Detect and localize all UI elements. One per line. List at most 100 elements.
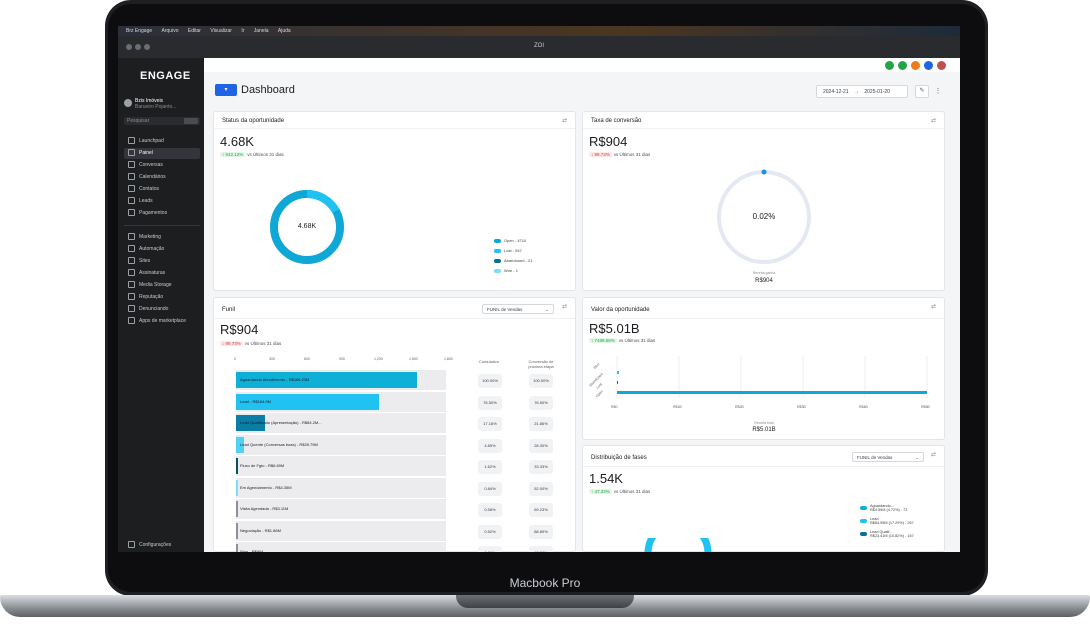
date-separator: → bbox=[853, 89, 859, 95]
cumulative-cell: 0.58% bbox=[478, 503, 502, 517]
next-stage-cell: 76.50% bbox=[529, 395, 553, 410]
legend-swatch bbox=[494, 258, 501, 263]
sidebar-item-sites[interactable]: Sites bbox=[124, 256, 200, 267]
funnel-row[interactable]: Won - R$904 bbox=[236, 542, 446, 552]
metric-compare: ↓ 99.73% vs Últimos 31 dias bbox=[589, 152, 650, 157]
sidebar-item-conversas[interactable]: Conversas bbox=[124, 160, 200, 171]
distribution-select[interactable]: FUNIL de Vendas ⌄ bbox=[852, 452, 924, 462]
sidebar-item-leads[interactable]: Leads bbox=[124, 196, 200, 207]
funnel-bar bbox=[236, 501, 238, 517]
cumulative-cell: 1.62% bbox=[478, 460, 502, 474]
date-range-picker[interactable]: 2024-12-21 → 2025-01-20 bbox=[816, 85, 908, 98]
sidebar-item-label: Apps de marketplace bbox=[139, 318, 186, 324]
funnel-row[interactable]: Visita Agendada - R$3.11M bbox=[236, 499, 446, 519]
date-to: 2025-01-20 bbox=[864, 89, 890, 95]
sidebar-search[interactable]: Pesquisar bbox=[124, 117, 200, 125]
menubar-item[interactable]: Editar bbox=[187, 28, 201, 34]
legend-swatch bbox=[494, 238, 501, 243]
swap-icon[interactable]: ⇄ bbox=[930, 452, 936, 458]
sidebar-item-label: Sites bbox=[139, 258, 151, 264]
menubar-item[interactable]: Visualizar bbox=[210, 28, 232, 34]
legend-label: Open - 4710 bbox=[504, 238, 527, 243]
swap-icon[interactable]: ⇄ bbox=[561, 304, 567, 310]
menubar-app[interactable]: Brz Engage bbox=[126, 28, 153, 34]
value-tick-label: R$2B bbox=[735, 405, 744, 409]
funnel-tick-label: 1,500 bbox=[409, 357, 418, 361]
funnel-row[interactable]: Aguardando Atendimento - R$166.23M bbox=[236, 370, 446, 390]
sidebar-item-painel[interactable]: Painel bbox=[124, 148, 200, 159]
sidebar-item-label: Marketing bbox=[139, 234, 161, 240]
legend-item: Open - 4710 bbox=[494, 238, 532, 243]
metric-compare: ↓ 99.73% vs Últimos 31 dias bbox=[220, 341, 281, 346]
sidebar-item-marketing[interactable]: Marketing bbox=[124, 232, 200, 243]
card-title: Status da oportunidade bbox=[222, 118, 285, 124]
funnel-bar bbox=[236, 458, 239, 474]
funnel-bar bbox=[236, 436, 245, 453]
laptop-notch bbox=[456, 595, 634, 608]
sidebar-item-calendarios[interactable]: Calendários bbox=[124, 172, 200, 183]
more-menu-icon[interactable]: ⋮ bbox=[934, 88, 942, 95]
help-icon[interactable] bbox=[924, 61, 933, 70]
card-title: Distribuição de fases bbox=[591, 455, 647, 461]
swap-icon[interactable]: ⇄ bbox=[930, 304, 936, 310]
legend-swatch bbox=[494, 248, 501, 253]
sidebar-item-pagamentos[interactable]: Pagamentos bbox=[124, 208, 200, 219]
funnel-row[interactable]: Negociação - R$1.86M bbox=[236, 520, 446, 541]
swap-icon[interactable]: ⇄ bbox=[930, 118, 936, 124]
sidebar-item-reputacao[interactable]: Reputação bbox=[124, 292, 200, 303]
bell-icon[interactable] bbox=[911, 61, 920, 70]
minimize-dot[interactable] bbox=[135, 44, 141, 50]
zoom-dot[interactable] bbox=[144, 44, 150, 50]
compare-label: vs Últimos 31 dias bbox=[613, 152, 651, 157]
metric-value: R$904 bbox=[589, 134, 628, 149]
funnel-tick-label: 1,200 bbox=[374, 357, 383, 361]
sidebar-item-settings[interactable]: Configurações bbox=[124, 540, 200, 551]
funnel-row[interactable]: Em Agendamento - R$4.35M bbox=[236, 477, 446, 498]
swap-icon[interactable]: ⇄ bbox=[561, 118, 567, 124]
card-title: Valor da oportunidade bbox=[591, 307, 650, 313]
funnel-bar-label: Lead Qualificado (Apresentação) - R$84.2… bbox=[240, 420, 322, 425]
conversion-ring bbox=[717, 169, 811, 264]
sidebar-item-launchpad[interactable]: Launchpad bbox=[124, 136, 200, 147]
dashboard-switcher-button[interactable]: ▾ bbox=[215, 84, 237, 96]
edit-button[interactable]: ✎ bbox=[915, 85, 929, 98]
funnel-row[interactable]: Lead Qualificado (Apresentação) - R$84.2… bbox=[236, 413, 446, 433]
window-controls[interactable] bbox=[126, 44, 153, 52]
sidebar-item-media-storage[interactable]: Media Storage bbox=[124, 280, 200, 291]
phone-icon[interactable] bbox=[885, 61, 894, 70]
funnel-tick-label: 0 bbox=[234, 357, 236, 361]
value-tick-label: R$1B bbox=[673, 405, 682, 409]
bar-open bbox=[617, 391, 927, 394]
card-title: Funil bbox=[222, 307, 236, 313]
sidebar-item-automacao[interactable]: Automação bbox=[124, 244, 200, 255]
funnel-row[interactable]: Lead - R$184.9M bbox=[236, 391, 446, 412]
menubar-item[interactable]: Ajuda bbox=[277, 28, 291, 34]
user-avatar[interactable] bbox=[937, 61, 946, 70]
funnel-row[interactable]: Fluxo de Fgto - R$6.69M bbox=[236, 456, 446, 476]
funnel-bar-label: Fluxo de Fgto - R$6.69M bbox=[240, 463, 285, 468]
next-stage-cell: 33.33% bbox=[529, 460, 553, 474]
card-divider bbox=[583, 318, 944, 319]
next-stage-cell: 69.23% bbox=[529, 503, 553, 517]
col-next-header: Conversão de próxima etapa bbox=[528, 359, 554, 369]
legend-label: Abandoned - 21 bbox=[504, 258, 533, 263]
sidebar-item-marketplace[interactable]: Apps de marketplace bbox=[124, 316, 200, 327]
funnel-row[interactable]: Lead Quente (Conversas boas) - R$39.79M bbox=[236, 434, 446, 455]
message-icon[interactable] bbox=[898, 61, 907, 70]
sidebar-item-assinaturas[interactable]: Assinaturas bbox=[124, 268, 200, 279]
value-tick-label: R$4B bbox=[859, 405, 868, 409]
distribution-card: Distribuição de fases FUNIL de Vendas ⌄ ⇄… bbox=[582, 445, 945, 552]
conversion-card: Taxa de conversão ⇄ R$904 ↓ 99.73% vs Últ… bbox=[582, 111, 945, 291]
payments-icon bbox=[128, 209, 135, 217]
foot-label: Receita ganha bbox=[752, 271, 776, 275]
os-menubar: Brz Engage Arquivo Editar Visualizar Ir … bbox=[118, 26, 960, 36]
menubar-item[interactable]: Ir bbox=[241, 28, 245, 34]
close-dot[interactable] bbox=[126, 44, 132, 50]
menubar-item[interactable]: Arquivo bbox=[161, 28, 179, 34]
account-switcher[interactable]: Bzis Imóveis Barueiro Pojanto... bbox=[124, 96, 198, 112]
sidebar-item-contatos[interactable]: Contatos bbox=[124, 184, 200, 195]
funnel-select[interactable]: FUNIL de Vendas ⌄ bbox=[482, 304, 554, 314]
funnel-bar-label: Negociação - R$1.86M bbox=[240, 527, 281, 533]
sidebar-item-denunciando[interactable]: Denunciando bbox=[124, 304, 200, 315]
menubar-item[interactable]: Janela bbox=[253, 28, 269, 34]
